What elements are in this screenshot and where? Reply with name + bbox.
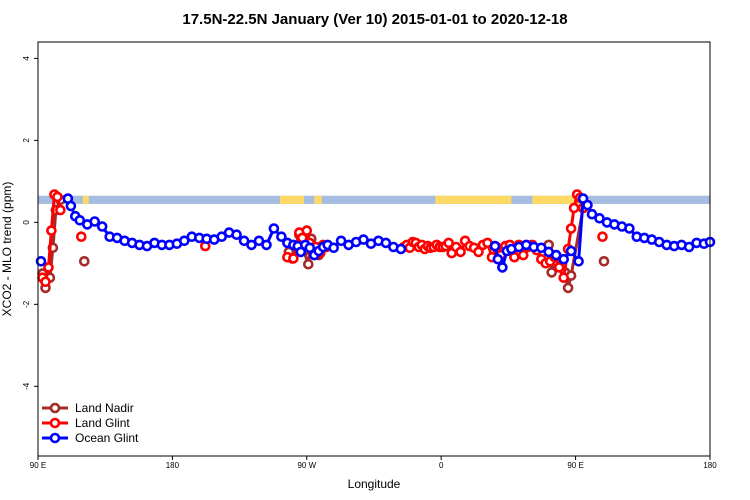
data-point-ocean-glint (335, 235, 347, 247)
data-point-ocean-glint (683, 241, 695, 253)
data-point-ocean-glint (231, 229, 242, 240)
y-tick-label: 0 (22, 220, 31, 225)
land-band-segment (532, 195, 582, 204)
data-point-ocean-glint (74, 215, 86, 226)
data-point-ocean-glint (492, 253, 504, 265)
land-ocean-band (38, 195, 710, 204)
data-point-ocean-glint (35, 255, 47, 267)
data-point-land-glint (509, 251, 520, 263)
plot-frame (37, 41, 711, 457)
land-band-segment (435, 195, 512, 204)
data-point-ocean-glint (535, 242, 547, 254)
x-axis-label: Longitude (348, 477, 401, 491)
data-point-land-glint (52, 191, 63, 203)
legend-marker (49, 402, 61, 414)
data-point-land-glint (568, 202, 580, 214)
data-point-land-nadir (562, 282, 574, 294)
data-point-ocean-glint (238, 235, 250, 247)
data-point-ocean-glint (358, 234, 369, 245)
data-point-ocean-glint (594, 213, 605, 224)
data-point-ocean-glint (573, 255, 584, 267)
data-point-ocean-glint (253, 235, 265, 247)
data-point-land-glint (455, 246, 466, 258)
y-tick-label: 2 (22, 138, 31, 143)
data-point-ocean-glint (395, 243, 407, 255)
legend-item-ocean-glint: Ocean Glint (42, 431, 139, 445)
data-point-ocean-glint (216, 231, 227, 242)
data-point-land-nadir (546, 267, 558, 278)
data-point-land-glint (553, 262, 565, 273)
data-point-ocean-glint (558, 253, 570, 265)
data-point-ocean-glint (304, 242, 316, 254)
data-point-land-glint (597, 231, 608, 242)
y-tick-label: -4 (22, 382, 31, 390)
series-layer (35, 189, 716, 294)
legend-marker (49, 432, 61, 444)
x-tick-label: 180 (166, 461, 180, 470)
data-point-land-glint (76, 231, 87, 242)
series-ocean-glint (35, 193, 716, 273)
data-point-land-nadir (598, 255, 610, 267)
data-point-land-glint (43, 262, 54, 273)
data-point-ocean-glint (261, 239, 272, 251)
x-axis: 90 E 180 90 W 0 90 E 180 (30, 456, 717, 470)
data-point-ocean-glint (179, 235, 190, 247)
legend-marker (49, 417, 61, 429)
chart-title: 17.5N-22.5N January (Ver 10) 2015-01-01 … (182, 11, 567, 28)
data-point-ocean-glint (489, 240, 501, 252)
data-point-land-glint (55, 204, 66, 216)
data-point-ocean-glint (65, 200, 77, 212)
data-point-ocean-glint (497, 262, 508, 273)
data-point-land-nadir (302, 258, 314, 270)
data-point-land-glint (558, 272, 570, 284)
data-point-ocean-glint (295, 246, 307, 258)
data-point-ocean-glint (268, 223, 280, 234)
data-point-ocean-glint (624, 223, 635, 234)
land-band-segment (279, 195, 304, 204)
data-point-land-glint (565, 223, 577, 234)
y-tick-label: 4 (22, 56, 31, 61)
data-point-ocean-glint (89, 216, 100, 227)
data-point-ocean-glint (550, 249, 562, 261)
x-tick-label: 90 W (297, 461, 316, 470)
x-tick-label: 0 (439, 461, 444, 470)
legend-label: Ocean Glint (75, 431, 139, 445)
data-point-ocean-glint (380, 237, 392, 249)
legend-label: Land Nadir (75, 401, 134, 415)
land-band-segment (82, 195, 89, 204)
legend-label: Land Glint (75, 416, 130, 430)
data-point-ocean-glint (276, 231, 287, 242)
legend-item-land-glint: Land Glint (42, 416, 130, 430)
data-point-ocean-glint (246, 239, 257, 251)
data-point-land-glint (473, 246, 484, 258)
ocean-band (38, 195, 710, 204)
data-point-land-glint (443, 237, 455, 249)
y-axis-label: XCO2 - MLO trend (ppm) (0, 182, 14, 317)
data-point-ocean-glint (328, 242, 340, 254)
land-band-segment (314, 195, 322, 204)
x-tick-label: 180 (703, 461, 717, 470)
data-point-ocean-glint (582, 199, 593, 211)
data-point-land-glint (517, 249, 529, 261)
x-tick-label: 90 E (30, 461, 46, 470)
data-point-land-nadir (79, 255, 90, 267)
data-point-ocean-glint (565, 245, 577, 257)
y-tick-label: -2 (22, 300, 31, 308)
legend-item-land-nadir: Land Nadir (42, 401, 134, 415)
data-point-land-glint (288, 253, 299, 264)
data-point-land-glint (46, 225, 57, 236)
y-axis: -4 -2 0 2 4 (22, 56, 38, 390)
x-tick-label: 90 E (567, 461, 583, 470)
data-point-ocean-glint (586, 208, 598, 220)
data-point-land-glint (40, 276, 51, 288)
data-point-ocean-glint (96, 221, 108, 232)
data-point-land-glint (301, 225, 313, 236)
